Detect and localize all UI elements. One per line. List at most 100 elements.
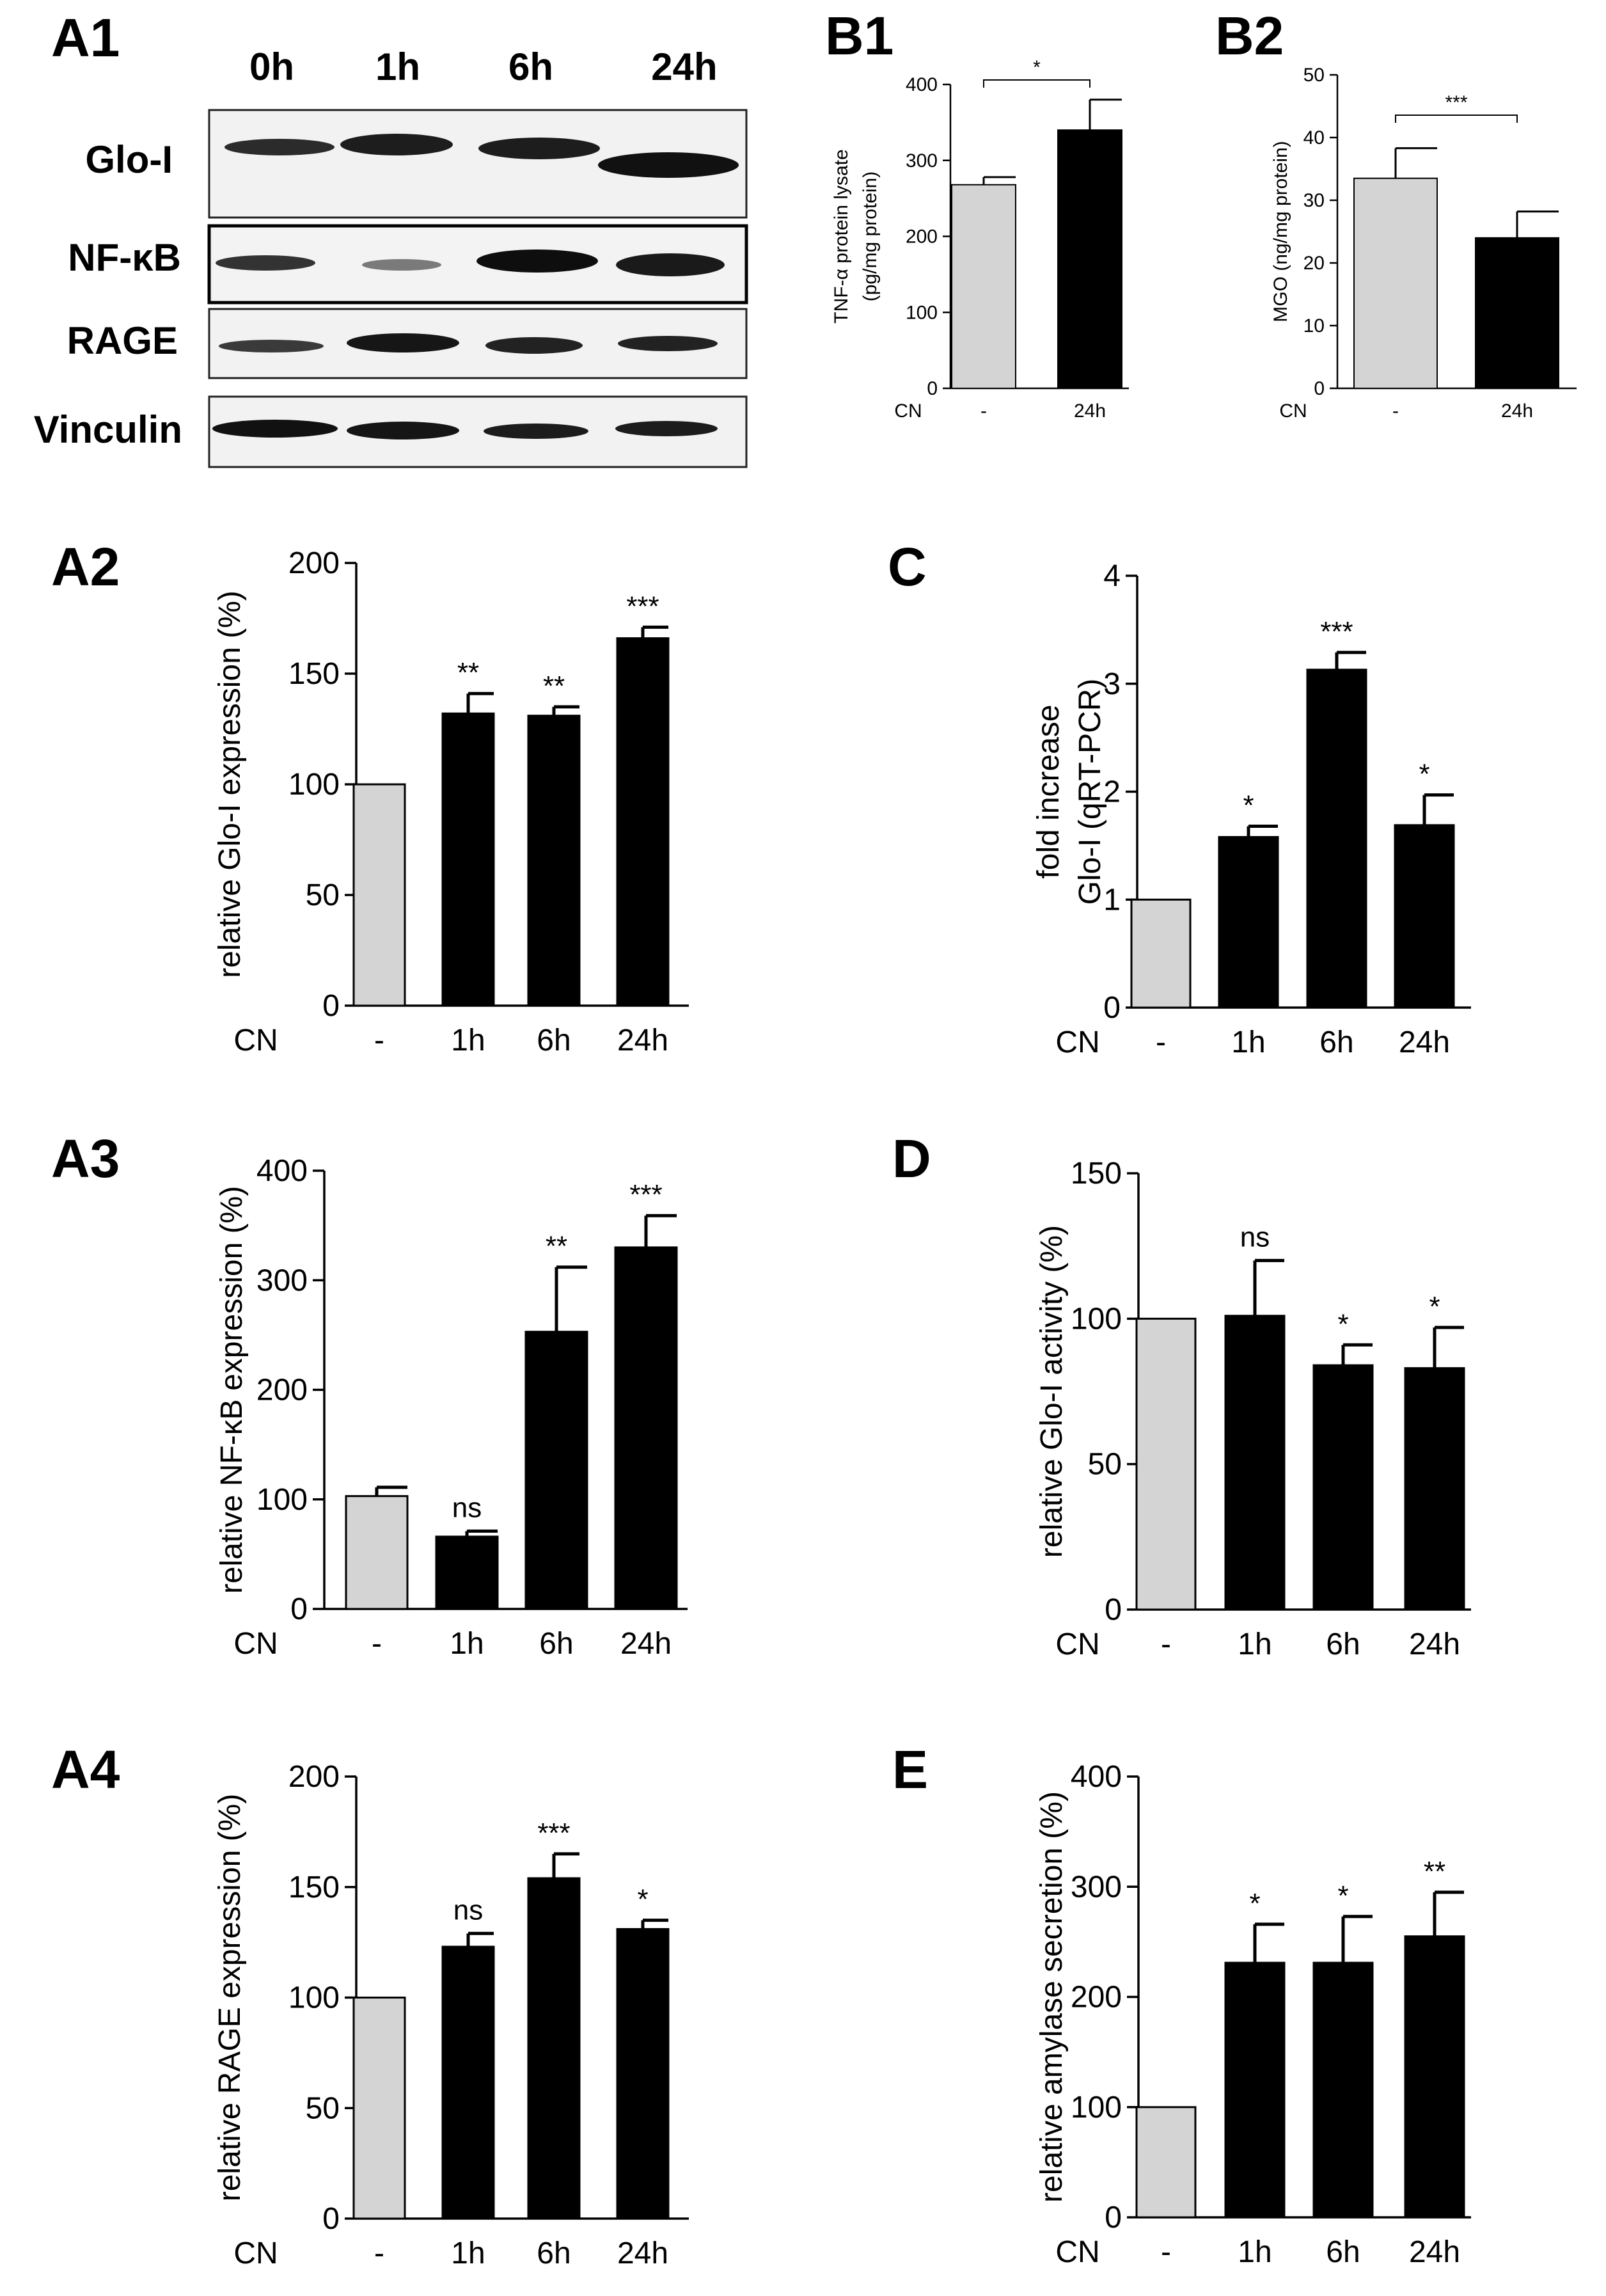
x-axis-prefix-label: CN — [894, 400, 922, 422]
bar-control — [1353, 177, 1438, 389]
x-tick-label: 1h — [1231, 1025, 1265, 1059]
bar-24h — [616, 1928, 670, 2220]
wb-protein-label: Glo-I — [85, 138, 173, 181]
x-axis-prefix-label: CN — [1055, 1025, 1099, 1059]
significance-marker: ** — [546, 1231, 567, 1262]
y-tick-label: 200 — [906, 226, 938, 248]
y-axis-label: relative RAGE expression (%) — [213, 1794, 247, 2202]
bar-6h — [1312, 1961, 1374, 2219]
x-tick-label: 24h — [617, 2237, 668, 2270]
x-axis-prefix-label: CN — [1055, 2235, 1099, 2269]
wb-band — [476, 249, 598, 273]
significance-marker: ** — [1424, 1856, 1445, 1887]
significance-marker: ** — [543, 670, 565, 702]
x-tick-label: 24h — [1409, 2235, 1460, 2269]
significance-marker: ns — [1240, 1221, 1270, 1253]
wb-timepoint-label: 6h — [508, 45, 553, 88]
wb-timepoint-label: 24h — [651, 45, 717, 88]
y-tick-label: 400 — [256, 1154, 308, 1188]
bar-1h — [1218, 835, 1279, 1009]
bar-control — [1135, 1317, 1197, 1611]
y-tick-label: 0 — [290, 1592, 308, 1626]
bar-1h — [1224, 1961, 1286, 2219]
y-axis-label: relative Glo-I activity (%) — [1035, 1225, 1069, 1558]
bar-6h — [524, 1331, 588, 1610]
panel-label-D: D — [892, 1128, 931, 1189]
significance-marker: * — [1429, 1291, 1440, 1322]
y-tick-label: 40 — [1303, 127, 1325, 148]
x-axis-prefix-label: CN — [233, 1627, 278, 1661]
y-tick-label: 3 — [1103, 667, 1121, 701]
x-tick-label: 24h — [620, 1627, 672, 1661]
y-tick-label: 200 — [1071, 1981, 1122, 2015]
significance-bracket — [1395, 115, 1518, 123]
y-tick-label: 100 — [288, 768, 340, 802]
y-tick-label: 400 — [906, 74, 938, 95]
y-axis-label: TNF-α protein lysate — [831, 149, 852, 323]
x-tick-label: - — [374, 1024, 384, 1057]
x-tick-label: 24h — [1501, 400, 1533, 422]
bar-control — [345, 1495, 409, 1610]
wb-band — [347, 422, 459, 439]
y-tick-label: 150 — [288, 657, 340, 691]
wb-band — [616, 253, 725, 276]
x-tick-label: 24h — [617, 1024, 668, 1057]
chart-b1: B1 0 100 200 300 400 TNF-α protein lysate (pg/m… — [825, 6, 1129, 422]
y-tick-label: 1 — [1103, 883, 1121, 917]
significance-marker: *** — [626, 590, 659, 622]
x-axis-prefix-label: CN — [1055, 1627, 1099, 1661]
y-tick-label: 100 — [1071, 2091, 1122, 2125]
significance-bracket — [983, 79, 1090, 88]
wb-band — [615, 421, 718, 436]
bar-control — [1135, 2106, 1197, 2219]
x-tick-label: 24h — [1074, 400, 1106, 422]
wb-band — [224, 139, 335, 155]
x-axis-prefix-label: CN — [233, 1024, 278, 1057]
chart-a4: A4 0 50 100 150 200 relative RAGE expression (… — [51, 1739, 689, 2270]
bar-24h — [1394, 824, 1455, 1009]
x-tick-label: - — [374, 2237, 384, 2270]
y-axis-label: relative amylase secretion (%) — [1035, 1791, 1069, 2203]
x-tick-label: 6h — [539, 1627, 573, 1661]
significance-marker: * — [1419, 759, 1429, 790]
significance-marker: *** — [1445, 92, 1467, 113]
y-tick-label: 0 — [322, 2202, 340, 2236]
wb-band — [485, 337, 583, 354]
wb-band — [618, 336, 718, 351]
bar-6h — [1306, 669, 1367, 1009]
bar-24h — [1404, 1367, 1465, 1611]
bar-control — [352, 783, 406, 1007]
bar-6h — [527, 715, 581, 1007]
wb-band — [347, 333, 459, 352]
y-tick-label: 0 — [1103, 991, 1121, 1025]
significance-marker: * — [637, 1884, 648, 1915]
significance-marker: * — [1249, 1888, 1260, 1919]
bar-24h — [1475, 237, 1559, 389]
x-tick-label: - — [1392, 400, 1399, 422]
wb-band — [362, 259, 441, 271]
x-tick-label: 6h — [537, 2237, 571, 2270]
y-tick-label: 300 — [906, 150, 938, 171]
x-tick-label: - — [372, 1627, 382, 1661]
panel-label-A2: A2 — [51, 537, 120, 597]
bar-1h — [1224, 1315, 1286, 1611]
x-tick-label: 1h — [1238, 2235, 1271, 2269]
bar-1h — [441, 1945, 495, 2220]
y-axis-label: (pg/mg protein) — [860, 171, 881, 301]
y-tick-label: 100 — [906, 302, 938, 323]
y-tick-label: 400 — [1071, 1760, 1122, 1794]
y-tick-label: 300 — [1071, 1870, 1122, 1904]
y-tick-label: 100 — [288, 1981, 340, 2015]
significance-marker: * — [1337, 1880, 1348, 1912]
wb-band — [598, 152, 739, 178]
significance-marker: *** — [537, 1817, 570, 1849]
western-blot-panel: A1 0h 1h 6h 24h Glo-I NF-κB RAGE Vinculi… — [34, 8, 748, 468]
bar-24h — [1404, 1935, 1465, 2219]
significance-marker: * — [1033, 57, 1041, 78]
y-tick-label: 200 — [288, 546, 340, 580]
y-axis-label: Glo-I (qRT-PCR) — [1073, 679, 1107, 905]
y-tick-label: 200 — [288, 1760, 340, 1794]
